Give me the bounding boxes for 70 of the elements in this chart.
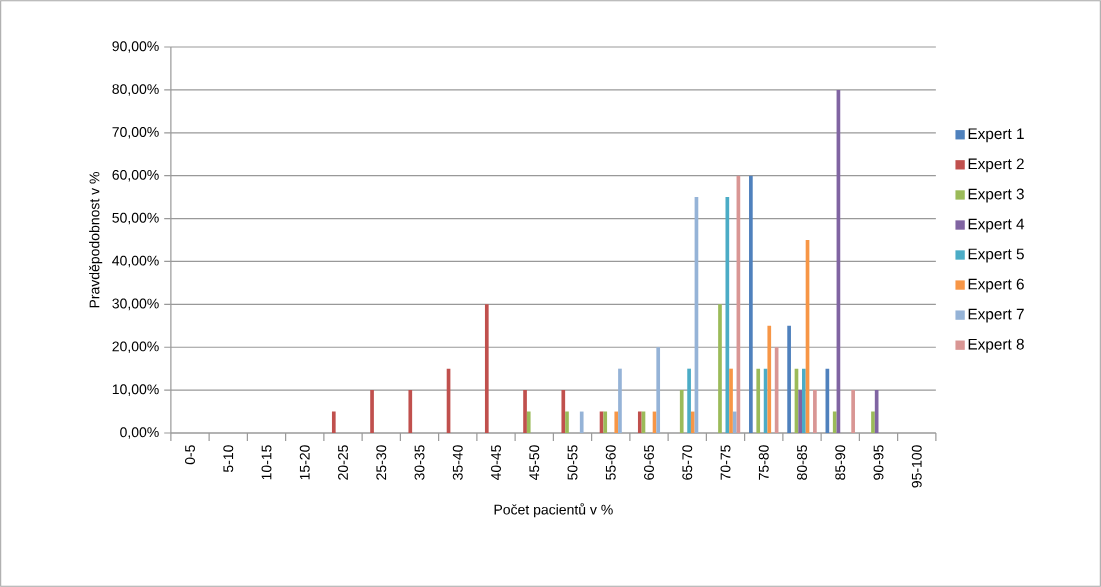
bar: [813, 390, 817, 433]
bar: [484, 304, 489, 433]
bar: [756, 368, 761, 433]
bar: [603, 411, 608, 433]
x-tick-label: 15-20: [299, 445, 310, 480]
bar: [687, 368, 691, 433]
bar: [331, 411, 336, 433]
x-tick-label: 70-75: [720, 445, 731, 480]
y-tick-label: 50,00%: [112, 212, 159, 225]
y-tick-label: 60,00%: [112, 169, 159, 182]
x-tick-label: 30-35: [414, 445, 425, 480]
bar: [561, 390, 566, 433]
y-tick-label: 0,00%: [120, 427, 159, 439]
bar: [871, 411, 875, 433]
x-tick-label: 0-5: [185, 445, 195, 465]
bar: [526, 411, 531, 433]
bar: [408, 390, 413, 433]
bar: [729, 368, 733, 433]
bar: [832, 411, 837, 433]
bar: [614, 411, 619, 433]
x-axis-title: Počet pacientů v %: [494, 503, 613, 518]
x-tick-label: 50-55: [567, 445, 578, 480]
bar: [679, 390, 684, 433]
bar: [523, 390, 527, 433]
legend-label: Expert 2: [968, 158, 1024, 173]
legend-label: Expert 5: [968, 248, 1024, 263]
bar: [656, 347, 661, 433]
y-tick-label: 10,00%: [112, 384, 159, 396]
bar: [798, 390, 802, 433]
bar: [802, 368, 806, 433]
x-tick-label: 60-65: [644, 445, 654, 480]
bar: [618, 368, 622, 433]
x-tick-label: 10-15: [261, 445, 272, 480]
bar: [767, 325, 772, 433]
bar: [851, 390, 855, 433]
x-tick-label: 75-80: [758, 445, 769, 480]
x-tick-label: 45-50: [529, 445, 540, 481]
y-tick-label: 30,00%: [112, 298, 159, 311]
x-tick-label: 35-40: [452, 445, 463, 480]
y-tick-label: 40,00%: [112, 255, 159, 268]
bar: [370, 390, 374, 433]
legend-label: Expert 8: [968, 338, 1024, 353]
bar: [565, 411, 569, 433]
x-tick-label: 90-95: [873, 445, 884, 480]
x-tick-label: 5-10: [223, 445, 234, 473]
x-tick-label: 20-25: [338, 445, 348, 480]
legend-label: Expert 3: [968, 188, 1024, 203]
x-tick-label: 25-30: [376, 445, 387, 480]
y-tick-label: 90,00%: [112, 41, 159, 53]
x-tick-label: 85-90: [835, 445, 846, 480]
y-tick-label: 20,00%: [112, 341, 159, 354]
x-tick-label: 40-45: [491, 445, 501, 481]
bar: [749, 175, 753, 433]
bar: [732, 411, 737, 433]
bar: [787, 325, 791, 433]
y-tick-label: 70,00%: [112, 127, 159, 139]
legend-label: Expert 1: [968, 128, 1024, 143]
y-axis-title: Pravděpodobnost v %: [89, 172, 103, 308]
bar: [690, 411, 695, 433]
y-tick-label: 80,00%: [112, 84, 159, 96]
legend-label: Expert 4: [968, 218, 1025, 233]
x-tick-label: 55-60: [605, 445, 616, 480]
bar: [579, 411, 584, 433]
bar: [718, 304, 722, 433]
legend-label: Expert 6: [968, 278, 1024, 293]
x-tick-label: 80-85: [797, 445, 807, 480]
x-tick-label: 65-70: [682, 445, 693, 480]
x-tick-label: 95-100: [911, 445, 922, 488]
legend-label: Expert 7: [968, 308, 1024, 323]
bar: [637, 411, 642, 433]
